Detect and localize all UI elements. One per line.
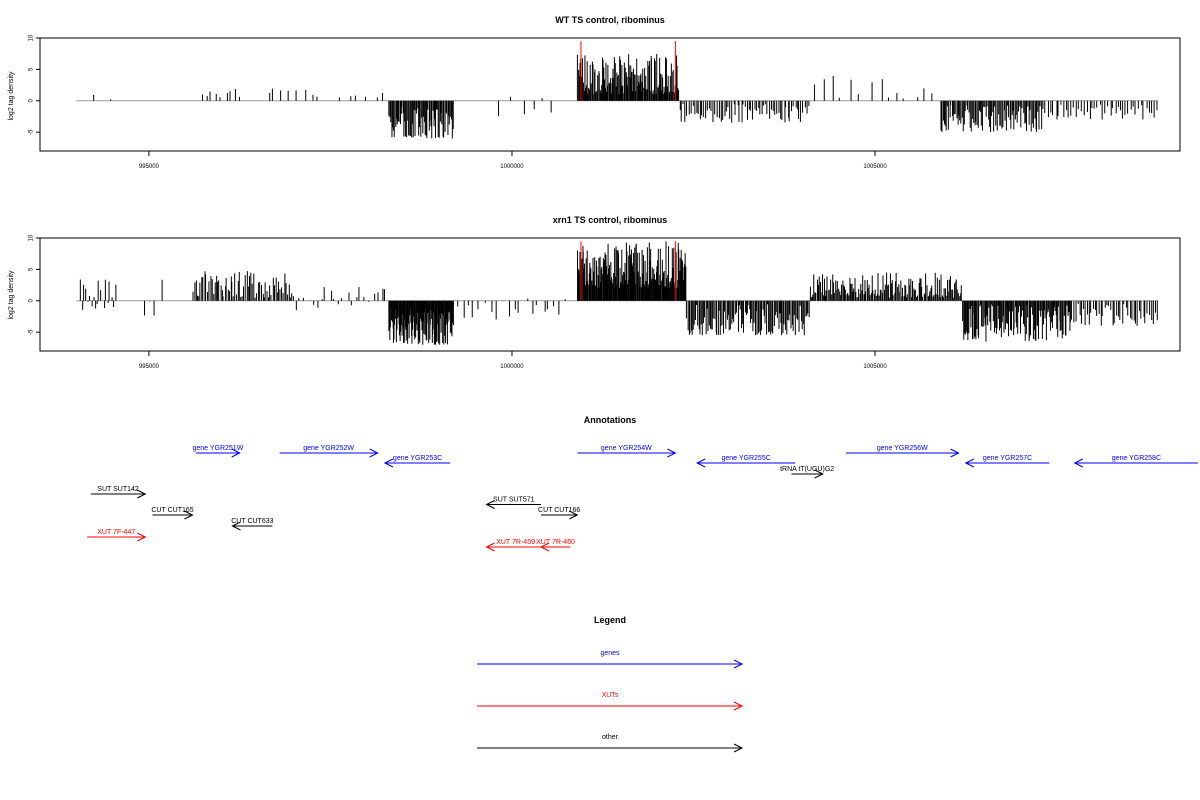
annotation-arrowhead [696,458,706,468]
annotation-arrowhead [814,469,824,479]
annotations-title: Annotations [584,415,637,425]
panel-xrn1-ylabel: log2 tag density [8,270,15,320]
annotation-label: XUT 7R-459 [496,539,535,546]
x-tick-label: 995000 [139,364,160,370]
x-tick-label: 1000000 [500,364,524,370]
annotation-arrowhead [950,448,960,458]
legend-label: XUTs [602,692,619,699]
panel-wt-marks: 10 5 0 -5 995000 1000000 1005000 [29,34,1181,170]
annotation-label: gene YGR252W [303,445,354,452]
panel-wt: WT TS control, ribominus log2 tag densit… [8,15,1181,170]
annotation-arrowhead [485,500,495,509]
annotations-section: Annotations gene YGR251W gene YGR252Wgene… [87,415,1198,552]
legend-arrowhead [733,659,744,669]
annotation-label: gene YGR257C [983,455,1032,462]
annotation-arrowhead [184,510,194,520]
plot-frame [39,237,1181,352]
annotation-label: XUT 7R-460 [536,539,575,546]
legend-label: genes [600,650,620,657]
annotation-arrowhead [137,532,147,542]
annotation-arrowhead [569,510,579,520]
annotation-arrowhead [1073,458,1083,468]
panel-wt-title: WT TS control, ribominus [555,15,665,25]
annotation-label: gene YGR253C [393,455,442,462]
annotation-label: XUT 7F-447 [97,529,135,536]
annotation-arrowhead [231,448,241,458]
annotation-arrowhead [231,521,241,531]
legend-label: other [602,734,619,741]
annotation-arrowhead [485,542,495,552]
annotation-label: tRNA tT(UGU)G2 [780,466,834,473]
annotation-arrowhead [964,458,975,468]
annotation-label: SUT SUT571 [493,497,535,504]
y-tick-label: -5 [29,129,35,135]
legend-title: Legend [594,615,626,625]
annotation-label: gene YGR258C [1112,455,1161,462]
y-tick-label: 0 [29,98,35,102]
annotation-label: CUT CUT166 [538,507,580,514]
y-tick-label: 5 [29,67,35,71]
y-tick-label: 10 [29,234,35,241]
annotation-label: gene YGR251W [192,445,243,452]
annotation-arrowhead [383,458,394,468]
plot-frame [39,37,1181,152]
x-tick-label: 995000 [139,164,160,170]
annotation-label: gene YGR254W [601,445,652,452]
legend-marks: genes XUTs other [477,650,744,753]
x-tick-label: 1005000 [863,164,887,170]
annotation-label: CUT CUT165 [151,507,193,514]
y-tick-label: 0 [29,298,35,302]
annotation-arrowhead [369,448,379,458]
panel-wt-ylabel: log2 tag density [8,71,15,121]
panel-xrn1: xrn1 TS control, ribominus log2 tag dens… [8,215,1181,370]
panel-xrn1-title: xrn1 TS control, ribominus [553,215,668,225]
legend-arrowhead [733,701,744,711]
annotation-arrowhead [539,542,550,552]
annotation-marks: gene YGR251W gene YGR252W gene YGR253C gene… [87,445,1198,552]
annotation-arrowhead [667,448,677,458]
y-tick-label: -5 [29,329,35,335]
annotation-arrowhead [137,489,147,499]
y-tick-label: 5 [29,267,35,271]
legend-arrowhead [733,743,744,753]
annotation-label: gene YGR255C [721,455,770,462]
x-tick-label: 1005000 [863,364,887,370]
y-tick-label: 10 [29,34,35,41]
x-tick-label: 1000000 [500,164,524,170]
annotation-label: gene YGR256W [877,445,928,452]
legend-section: Legend genes XUTs other [477,615,744,753]
annotation-label: SUT SUT142 [97,486,139,493]
panel-xrn1-marks: 10 5 0 -5 995000 1000000 1005000 [29,234,1181,370]
annotation-label: CUT CUT633 [231,518,273,525]
